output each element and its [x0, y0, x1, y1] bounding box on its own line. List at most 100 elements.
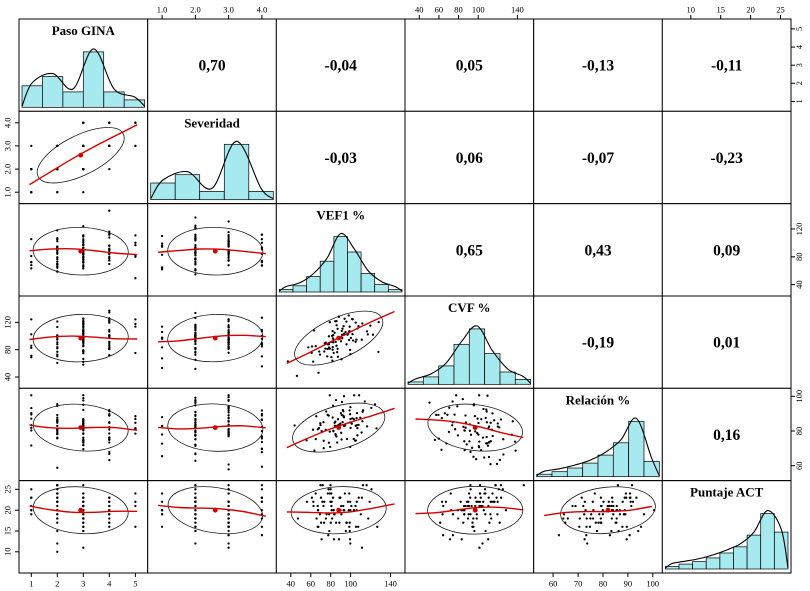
data-point — [495, 462, 499, 466]
data-point — [336, 347, 339, 350]
data-point — [108, 230, 111, 233]
data-point — [260, 414, 264, 417]
center-dot — [472, 425, 478, 430]
data-point — [502, 453, 505, 456]
data-point — [357, 394, 361, 397]
correlation-value-r2c3: -0,03 — [325, 150, 358, 167]
smooth-line — [415, 506, 524, 515]
data-point — [327, 534, 330, 537]
data-point — [194, 488, 197, 491]
data-point — [489, 463, 492, 466]
correlation-value-r3c6: 0,09 — [713, 242, 740, 259]
data-point — [331, 359, 334, 362]
data-point — [348, 529, 351, 533]
data-point — [30, 488, 33, 491]
data-point — [82, 408, 85, 412]
data-point — [227, 230, 230, 234]
data-point — [606, 504, 609, 508]
data-point — [227, 245, 230, 248]
data-point — [160, 346, 164, 349]
data-point — [194, 400, 197, 404]
panel-r5c3 — [275, 387, 406, 482]
data-point — [486, 394, 489, 397]
data-point — [340, 504, 343, 508]
data-point — [493, 419, 496, 422]
data-point — [30, 509, 33, 512]
data-point — [82, 529, 85, 533]
data-point — [478, 492, 482, 495]
data-point — [578, 525, 581, 528]
data-point — [314, 437, 317, 441]
data-point — [351, 339, 355, 342]
data-point — [514, 449, 517, 452]
data-point — [477, 421, 480, 425]
center-dot — [336, 425, 342, 430]
data-point — [227, 504, 230, 508]
data-point — [56, 249, 59, 252]
data-point — [194, 262, 197, 265]
data-point — [260, 429, 264, 433]
data-point — [108, 262, 111, 266]
data-point — [344, 330, 347, 334]
data-point — [260, 500, 264, 503]
data-point — [319, 423, 322, 427]
data-point — [354, 439, 358, 442]
data-point — [160, 509, 164, 512]
hist-bar — [733, 546, 748, 570]
data-point — [194, 328, 197, 332]
data-point — [493, 500, 496, 503]
data-point — [108, 525, 111, 528]
data-point — [583, 538, 586, 541]
correlation-value-r1c2: 0,70 — [198, 58, 225, 75]
data-point — [483, 456, 486, 459]
data-point — [30, 263, 33, 267]
data-point — [227, 351, 230, 354]
correlation-value-r1c5: -0,13 — [582, 58, 615, 75]
panel-border — [533, 295, 663, 389]
data-point — [30, 344, 33, 347]
center-dot — [336, 507, 342, 513]
data-point — [502, 438, 505, 441]
smooth-line — [158, 248, 266, 255]
hist-bar — [374, 284, 389, 293]
data-point — [108, 144, 111, 148]
data-point — [260, 365, 264, 368]
tick-label-top: 3.0 — [223, 5, 234, 15]
tick-label-bottom: 1 — [29, 579, 33, 589]
diag-label-cvf: CVF % — [448, 300, 491, 315]
scatter-area — [158, 394, 266, 471]
hist-bar — [319, 260, 335, 293]
tick-label-bottom: 100 — [344, 579, 357, 589]
data-point — [444, 500, 448, 503]
panel-border — [661, 110, 792, 205]
data-point — [469, 496, 472, 499]
data-point — [30, 191, 33, 194]
data-point — [330, 355, 333, 359]
data-point — [599, 521, 602, 524]
data-point — [108, 517, 111, 520]
data-point — [108, 259, 111, 262]
panel-r4c3 — [275, 295, 406, 389]
data-point — [82, 144, 85, 148]
data-point — [499, 496, 503, 499]
data-point — [227, 329, 230, 332]
data-point — [194, 417, 197, 421]
data-point — [373, 403, 377, 406]
data-point — [30, 417, 33, 420]
data-point — [455, 394, 458, 397]
data-point — [310, 496, 314, 499]
smooth-line — [286, 503, 395, 514]
data-point — [316, 509, 320, 512]
data-point — [315, 415, 318, 418]
hist-bar — [566, 467, 583, 477]
data-point — [82, 521, 85, 524]
data-point — [459, 500, 462, 503]
data-point — [441, 513, 444, 516]
data-point — [318, 353, 322, 356]
data-point — [56, 256, 59, 259]
data-point — [56, 262, 59, 266]
data-point — [82, 363, 85, 366]
data-point — [599, 496, 603, 499]
data-point — [56, 517, 59, 520]
data-point — [82, 332, 85, 335]
